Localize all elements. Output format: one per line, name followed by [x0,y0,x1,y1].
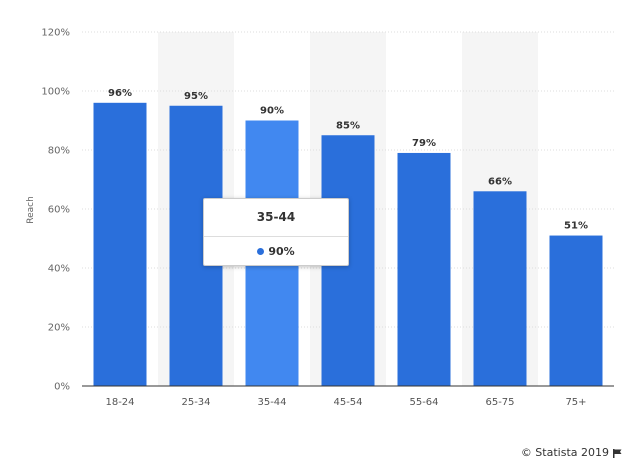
y-axis-ticks: 0% 20% 40% 60% 80% 100% 120% [41,28,70,393]
tooltip-value-row: 90% [204,237,348,267]
y-tick-label: 100% [41,87,70,98]
data-label: 96% [108,88,132,99]
y-axis-label: Reach [26,196,36,224]
tooltip: 35-44 90% [203,198,349,266]
series-dot-icon [257,247,265,255]
data-label: 85% [336,120,360,131]
tooltip-title: 35-44 [204,199,348,237]
bar-55-64[interactable] [397,152,451,386]
data-label: 90% [260,106,284,117]
statista-credit[interactable]: © Statista 2019 [521,446,622,459]
x-tick-label: 55-64 [409,397,438,408]
x-tick-label: 18-24 [105,397,134,408]
data-label: 51% [564,221,588,232]
y-tick-label: 120% [41,28,70,39]
credit-text: © Statista 2019 [520,446,609,459]
bars [93,102,603,387]
data-label: 66% [488,176,512,187]
y-tick-label: 60% [48,205,70,216]
data-label: 79% [412,138,436,149]
flag-icon [613,448,622,458]
x-tick-label: 45-54 [333,397,362,408]
bar-18-24[interactable] [93,102,147,387]
tooltip-value: 90% [268,245,295,258]
x-axis-ticks: 18-24 25-34 35-44 45-54 55-64 65-75 75+ [105,397,586,408]
bar-75+[interactable] [549,235,603,386]
y-tick-label: 20% [48,323,70,334]
y-tick-label: 0% [54,382,70,393]
bar-65-75[interactable] [473,191,527,386]
y-tick-label: 80% [48,146,70,157]
x-tick-label: 25-34 [181,397,210,408]
data-labels: 96% 95% 90% 85% 79% 66% 51% [108,88,588,232]
x-tick-label: 35-44 [257,397,286,408]
x-tick-label: 65-75 [485,397,514,408]
data-label: 95% [184,91,208,102]
y-tick-label: 40% [48,264,70,275]
x-tick-label: 75+ [565,397,586,408]
